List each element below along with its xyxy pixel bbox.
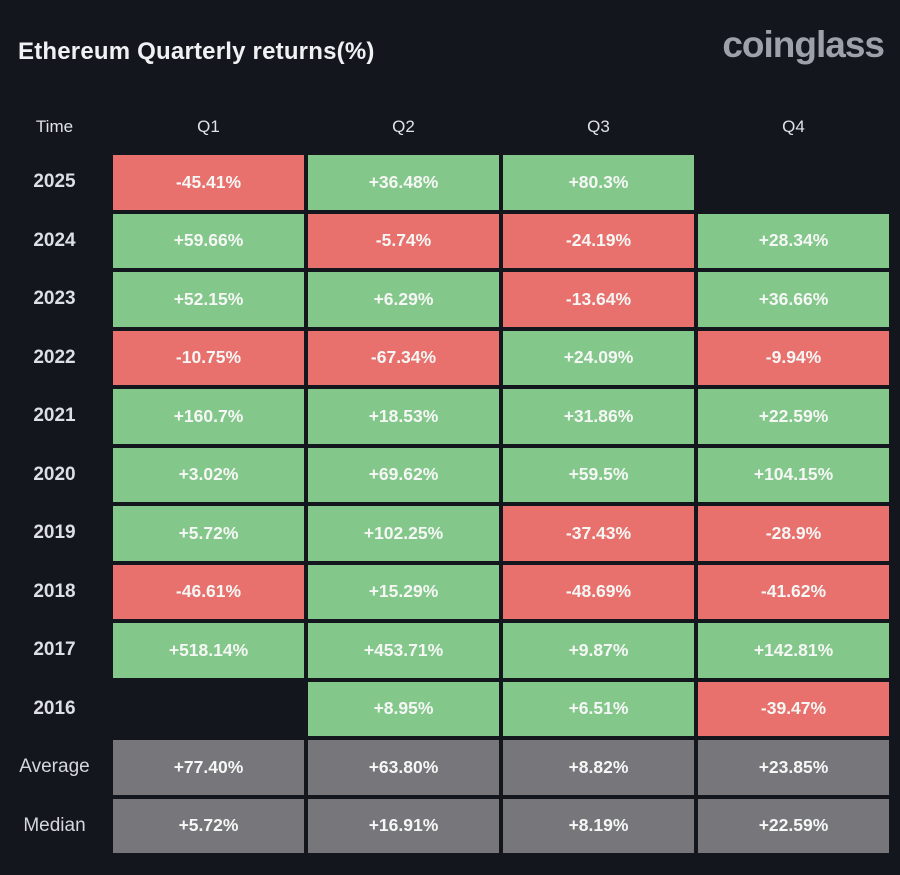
row-label-2025: 2025 — [33, 171, 76, 193]
cell-2023-q4: +36.66% — [698, 272, 889, 327]
cell-2022-q1: -10.75% — [113, 330, 304, 385]
column-header-q1: Q1 — [197, 117, 220, 136]
cell-average-q1: +77.40% — [113, 740, 304, 795]
cell-2017-q1: +518.14% — [113, 623, 304, 678]
cell-2016-q4: -39.47% — [698, 681, 889, 736]
cell-median-q2: +16.91% — [308, 798, 499, 853]
row-label-2020: 2020 — [33, 463, 76, 485]
cell-2020-q2: +69.62% — [308, 447, 499, 502]
cell-2025-q3: +80.3% — [503, 155, 694, 210]
returns-table: 2025 -45.41% +36.48% +80.3% 2024 +59.66% -5.74… — [0, 155, 889, 853]
row-label-average: Average — [19, 756, 90, 778]
cell-2019-q3: -37.43% — [503, 506, 694, 561]
column-header-q2: Q2 — [392, 117, 415, 136]
cell-2017-q3: +9.87% — [503, 623, 694, 678]
row-label-2022: 2022 — [33, 346, 76, 368]
cell-2019-q1: +5.72% — [113, 506, 304, 561]
cell-median-q4: +22.59% — [698, 798, 889, 853]
cell-2016-q3: +6.51% — [503, 681, 694, 736]
cell-2023-q2: +6.29% — [308, 272, 499, 327]
cell-2022-q2: -67.34% — [308, 330, 499, 385]
cell-average-q3: +8.82% — [503, 740, 694, 795]
column-header-q3: Q3 — [587, 117, 610, 136]
cell-average-q4: +23.85% — [698, 740, 889, 795]
cell-2025-q1: -45.41% — [113, 155, 304, 210]
cell-2025-q2: +36.48% — [308, 155, 499, 210]
cell-2025-q4 — [698, 155, 889, 210]
table-header-row: Time Q1 Q2 Q3 Q4 — [0, 108, 889, 146]
cell-2019-q4: -28.9% — [698, 506, 889, 561]
cell-2018-q1: -46.61% — [113, 564, 304, 619]
cell-2022-q3: +24.09% — [503, 330, 694, 385]
row-label-2023: 2023 — [33, 288, 76, 310]
row-label-2016: 2016 — [33, 697, 76, 719]
coinglass-logo: coinglass — [722, 24, 885, 65]
row-label-median: Median — [23, 814, 86, 836]
cell-2023-q1: +52.15% — [113, 272, 304, 327]
cell-2020-q4: +104.15% — [698, 447, 889, 502]
cell-2024-q2: -5.74% — [308, 213, 499, 268]
cell-2016-q1 — [113, 682, 304, 737]
cell-2022-q4: -9.94% — [698, 330, 889, 385]
cell-2016-q2: +8.95% — [308, 681, 499, 736]
cell-2018-q4: -41.62% — [698, 564, 889, 619]
cell-2020-q3: +59.5% — [503, 447, 694, 502]
cell-2018-q2: +15.29% — [308, 564, 499, 619]
cell-median-q3: +8.19% — [503, 798, 694, 853]
cell-2019-q2: +102.25% — [308, 506, 499, 561]
cell-2020-q1: +3.02% — [113, 447, 304, 502]
cell-2021-q2: +18.53% — [308, 389, 499, 444]
row-label-2024: 2024 — [33, 229, 76, 251]
page-title: Ethereum Quarterly returns(%) — [18, 38, 375, 65]
cell-2018-q3: -48.69% — [503, 564, 694, 619]
column-header-q4: Q4 — [782, 117, 805, 136]
cell-2017-q4: +142.81% — [698, 623, 889, 678]
cell-median-q1: +5.72% — [113, 798, 304, 853]
row-label-2018: 2018 — [33, 580, 76, 602]
cell-2021-q3: +31.86% — [503, 389, 694, 444]
cell-2024-q4: +28.34% — [698, 213, 889, 268]
row-label-2017: 2017 — [33, 639, 76, 661]
cell-2021-q1: +160.7% — [113, 389, 304, 444]
cell-2023-q3: -13.64% — [503, 272, 694, 327]
cell-2021-q4: +22.59% — [698, 389, 889, 444]
cell-average-q2: +63.80% — [308, 740, 499, 795]
column-header-time: Time — [35, 117, 74, 136]
row-label-2019: 2019 — [33, 522, 76, 544]
cell-2017-q2: +453.71% — [308, 623, 499, 678]
cell-2024-q3: -24.19% — [503, 213, 694, 268]
row-label-2021: 2021 — [33, 405, 76, 427]
cell-2024-q1: +59.66% — [113, 213, 304, 268]
